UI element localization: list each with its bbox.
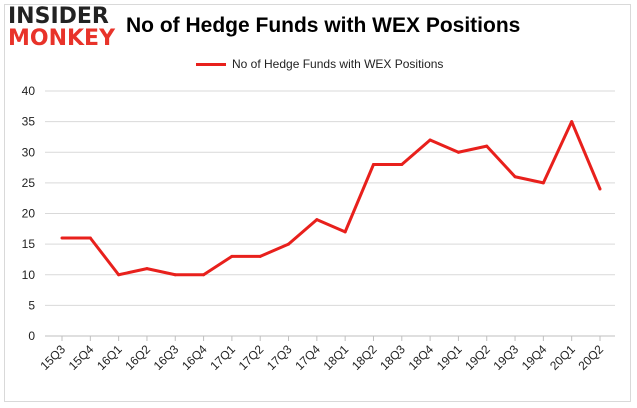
x-tick-label: 20Q2 [575,342,606,373]
insider-monkey-logo: INSIDER MONKEY [8,6,120,52]
y-tick-label: 20 [22,207,36,221]
data-point [598,187,602,191]
x-tick-label: 18Q4 [406,342,437,373]
data-point [145,267,149,271]
data-point [88,236,92,240]
data-point [485,144,489,148]
x-tick-label: 16Q4 [179,342,210,373]
x-tick-label: 19Q1 [434,342,465,373]
x-tick-label: 19Q3 [491,342,522,373]
y-tick-label: 25 [22,176,36,190]
x-tick-label: 19Q4 [519,342,550,373]
data-point [456,150,460,154]
x-tick-label: 16Q1 [94,342,125,373]
legend-swatch [196,62,226,66]
data-point [117,273,121,277]
data-point [343,230,347,234]
grid-lines [45,90,615,306]
logo-text-top: INSIDER [8,4,109,29]
chart-title: No of Hedge Funds with WEX Positions [126,14,521,37]
data-point [371,163,375,166]
data-point [541,181,545,185]
data-point [202,273,206,277]
axes [45,335,615,341]
x-tick-label: 17Q4 [292,342,323,373]
x-tick-labels: 15Q315Q416Q116Q216Q316Q417Q117Q217Q317Q4… [37,342,606,373]
data-point [315,218,319,222]
y-tick-label: 30 [22,145,36,159]
legend-label: No of Hedge Funds with WEX Positions [232,57,444,71]
x-tick-label: 15Q4 [66,342,97,373]
x-tick-label: 20Q1 [547,342,578,373]
y-tick-label: 10 [22,268,36,282]
data-point [400,163,404,166]
x-tick-label: 16Q2 [122,342,153,373]
series-layer [60,120,602,277]
y-tick-label: 5 [28,298,35,312]
series-line [62,120,602,277]
data-point [258,254,262,258]
data-point [570,120,574,124]
x-tick-label: 17Q1 [207,342,238,373]
data-point [287,242,291,246]
y-tick-label: 0 [28,329,35,343]
logo-text-bottom: MONKEY [8,26,116,51]
legend: No of Hedge Funds with WEX Positions [196,56,443,72]
x-tick-label: 18Q3 [377,342,408,373]
data-point [230,254,234,258]
x-tick-label: 16Q3 [151,342,182,373]
y-tick-label: 35 [22,115,36,129]
x-tick-label: 18Q2 [349,342,380,373]
data-point [60,236,64,240]
x-tick-label: 18Q1 [321,342,352,373]
x-tick-label: 15Q3 [37,342,68,373]
y-tick-label: 15 [22,237,36,251]
data-point [173,273,177,277]
data-point [428,138,432,142]
y-tick-label: 40 [22,84,36,98]
y-tick-labels: 0 5 10 15 20 25 30 35 40 [22,84,36,343]
x-tick-label: 17Q3 [264,342,295,373]
x-tick-label: 17Q2 [236,342,267,373]
data-point [513,175,517,179]
x-tick-label: 19Q2 [462,342,493,373]
